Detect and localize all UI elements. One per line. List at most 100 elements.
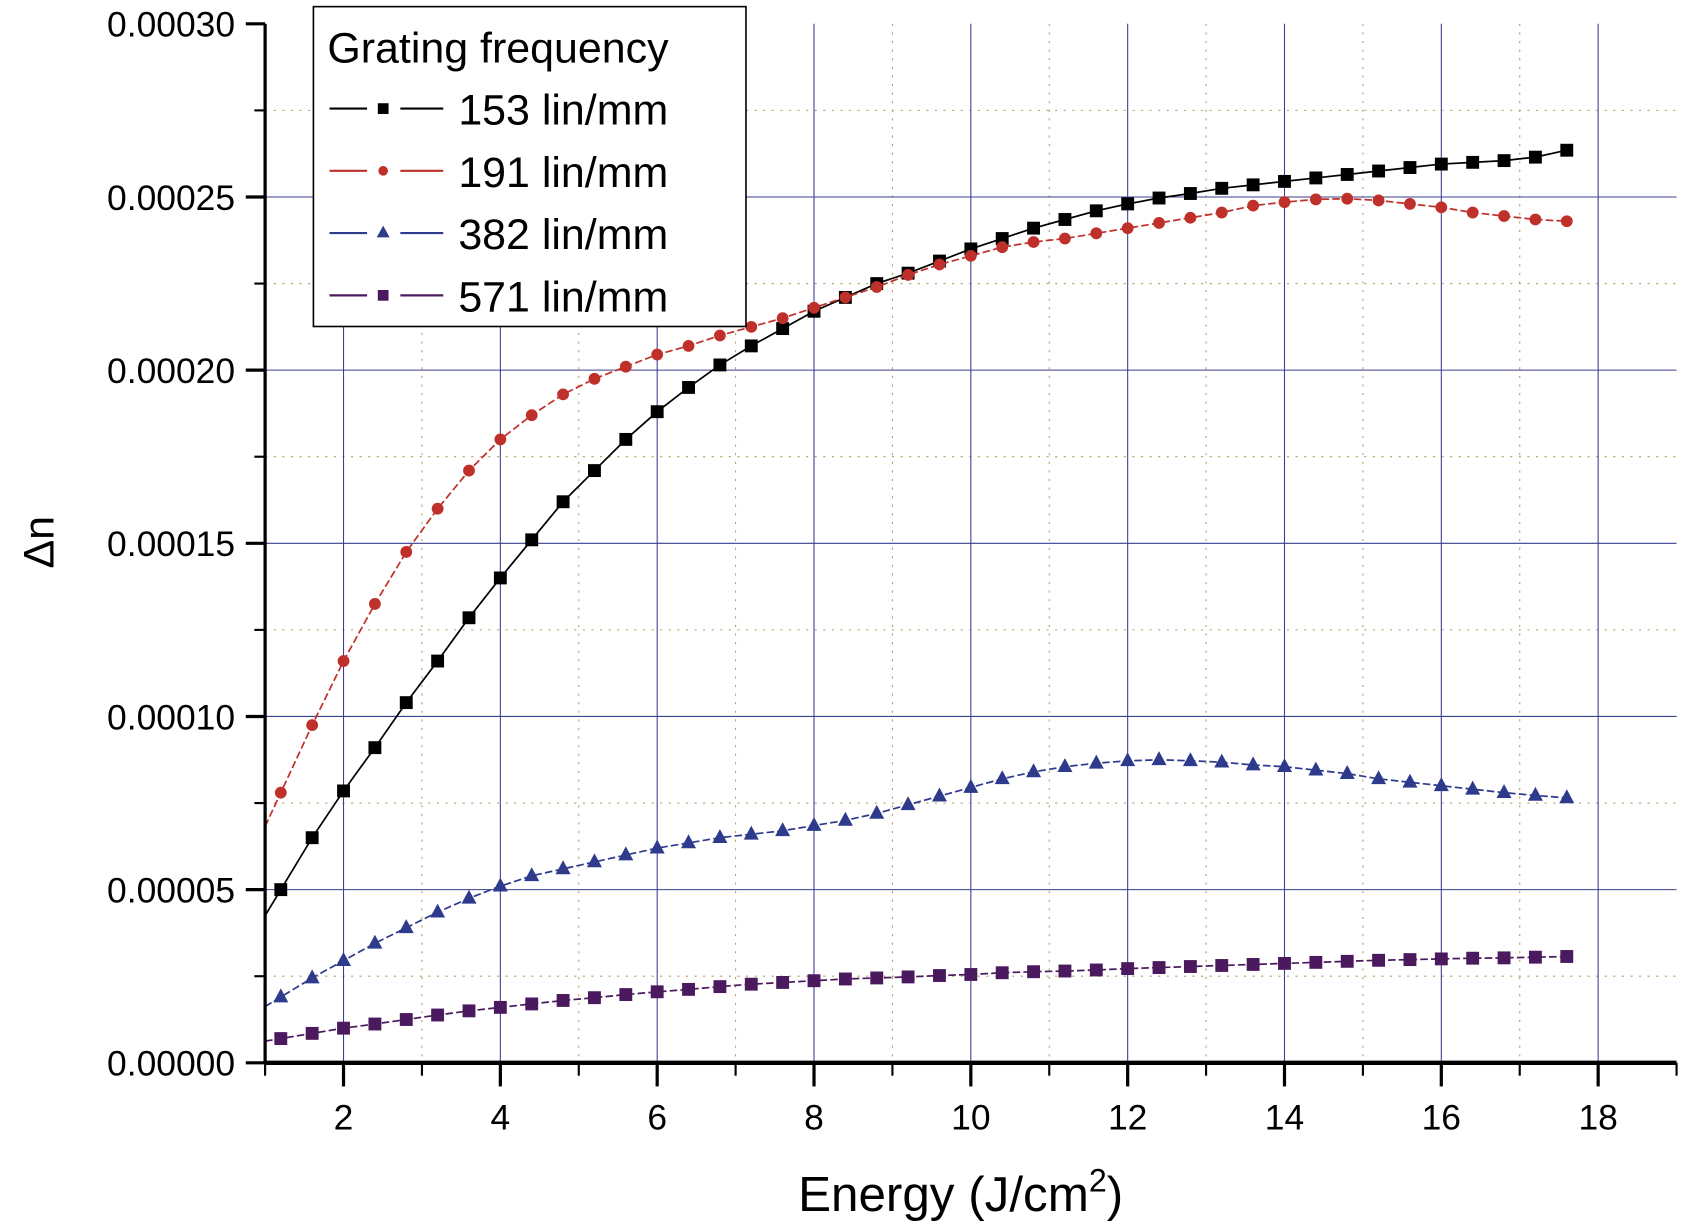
- data-point: [1215, 959, 1229, 972]
- data-point: [399, 696, 413, 710]
- data-point: [1466, 951, 1480, 965]
- data-point: [931, 787, 947, 802]
- data-point: [996, 241, 1009, 254]
- data-point: [1528, 950, 1542, 964]
- data-point: [1309, 171, 1323, 185]
- data-point: [964, 968, 978, 981]
- data-point: [1121, 197, 1135, 211]
- x-axis-label: Energy (J/cm2): [798, 1163, 1123, 1222]
- data-point: [1340, 168, 1354, 181]
- data-point: [337, 655, 350, 667]
- x-tick-label: 10: [951, 1097, 990, 1137]
- data-point: [1090, 227, 1103, 240]
- data-point: [776, 322, 790, 336]
- x-tick-label: 16: [1422, 1097, 1461, 1137]
- data-point: [1183, 187, 1197, 200]
- data-point: [744, 339, 758, 353]
- data-point: [839, 291, 852, 304]
- data-point: [1247, 199, 1260, 212]
- data-point: [1026, 763, 1042, 778]
- legend-marker: [376, 225, 390, 238]
- data-point: [1276, 758, 1293, 773]
- legend-item: 382 lin/mm: [329, 211, 668, 259]
- legend-item: 191 lin/mm: [329, 149, 668, 197]
- data-point: [1089, 204, 1103, 218]
- data-point: [493, 1000, 507, 1014]
- series-191: [264, 192, 1573, 827]
- data-point: [869, 804, 885, 819]
- data-point: [1246, 958, 1260, 971]
- data-point: [1466, 155, 1480, 169]
- data-point: [1403, 161, 1417, 174]
- data-point: [1058, 213, 1072, 226]
- data-point: [1120, 752, 1136, 767]
- data-point: [995, 232, 1009, 245]
- data-point: [933, 969, 946, 982]
- data-point: [1434, 952, 1448, 966]
- data-point: [837, 811, 853, 826]
- data-point: [1433, 777, 1449, 792]
- data-point: [588, 372, 601, 385]
- series-153: [264, 143, 1574, 917]
- series-382: [264, 751, 1575, 1008]
- series-group: [264, 143, 1575, 1046]
- data-point: [1402, 773, 1418, 788]
- data-point: [1121, 222, 1134, 235]
- data-point: [1182, 752, 1198, 767]
- data-point: [712, 829, 728, 844]
- x-tick-label: 6: [647, 1097, 667, 1137]
- data-point: [1529, 213, 1542, 226]
- data-point: [555, 860, 571, 875]
- data-point: [682, 982, 695, 996]
- data-point: [963, 778, 979, 793]
- data-point: [1245, 756, 1261, 771]
- data-point: [556, 495, 570, 509]
- data-point: [337, 1021, 350, 1035]
- x-tick-label: 2: [334, 1097, 354, 1137]
- data-point: [557, 388, 569, 401]
- data-point: [525, 533, 539, 547]
- data-point: [714, 329, 726, 342]
- data-point: [619, 432, 633, 446]
- y-tick-label: 0.00000: [107, 1044, 235, 1084]
- data-point: [1278, 956, 1291, 970]
- data-point: [1340, 954, 1354, 968]
- data-point: [1497, 154, 1511, 168]
- data-point: [1560, 143, 1574, 157]
- data-point: [1465, 780, 1481, 795]
- data-point: [1058, 964, 1072, 978]
- data-point: [337, 784, 350, 798]
- data-point: [619, 988, 633, 1002]
- data-point: [650, 405, 664, 419]
- data-point: [368, 598, 381, 610]
- data-point: [1215, 181, 1229, 195]
- data-point: [1151, 751, 1167, 766]
- legend: Grating frequency 153 lin/mm 191 lin/mm 38…: [312, 5, 747, 328]
- data-point: [461, 889, 477, 904]
- data-point: [619, 360, 632, 373]
- data-point: [806, 816, 822, 831]
- data-point: [1497, 951, 1511, 965]
- x-tick-label: 4: [491, 1097, 511, 1137]
- data-point: [1308, 761, 1324, 776]
- data-point: [1152, 191, 1166, 205]
- data-point: [1027, 965, 1041, 979]
- data-point: [900, 796, 916, 811]
- data-point: [744, 977, 758, 991]
- data-point: [1089, 963, 1103, 977]
- series-571: [264, 950, 1574, 1046]
- data-point: [1528, 150, 1542, 164]
- y-tick-label: 0.00010: [107, 697, 235, 737]
- data-point: [274, 786, 287, 799]
- data-point: [588, 464, 601, 478]
- series-line: [264, 955, 1567, 1043]
- data-point: [713, 358, 727, 372]
- data-point: [367, 934, 383, 949]
- y-tick-label: 0.00005: [107, 871, 235, 911]
- data-point: [681, 834, 697, 849]
- data-point: [525, 409, 538, 422]
- x-axis-label-close: ): [1107, 1167, 1123, 1222]
- data-point: [1466, 206, 1479, 219]
- legend-label: 382 lin/mm: [458, 211, 668, 259]
